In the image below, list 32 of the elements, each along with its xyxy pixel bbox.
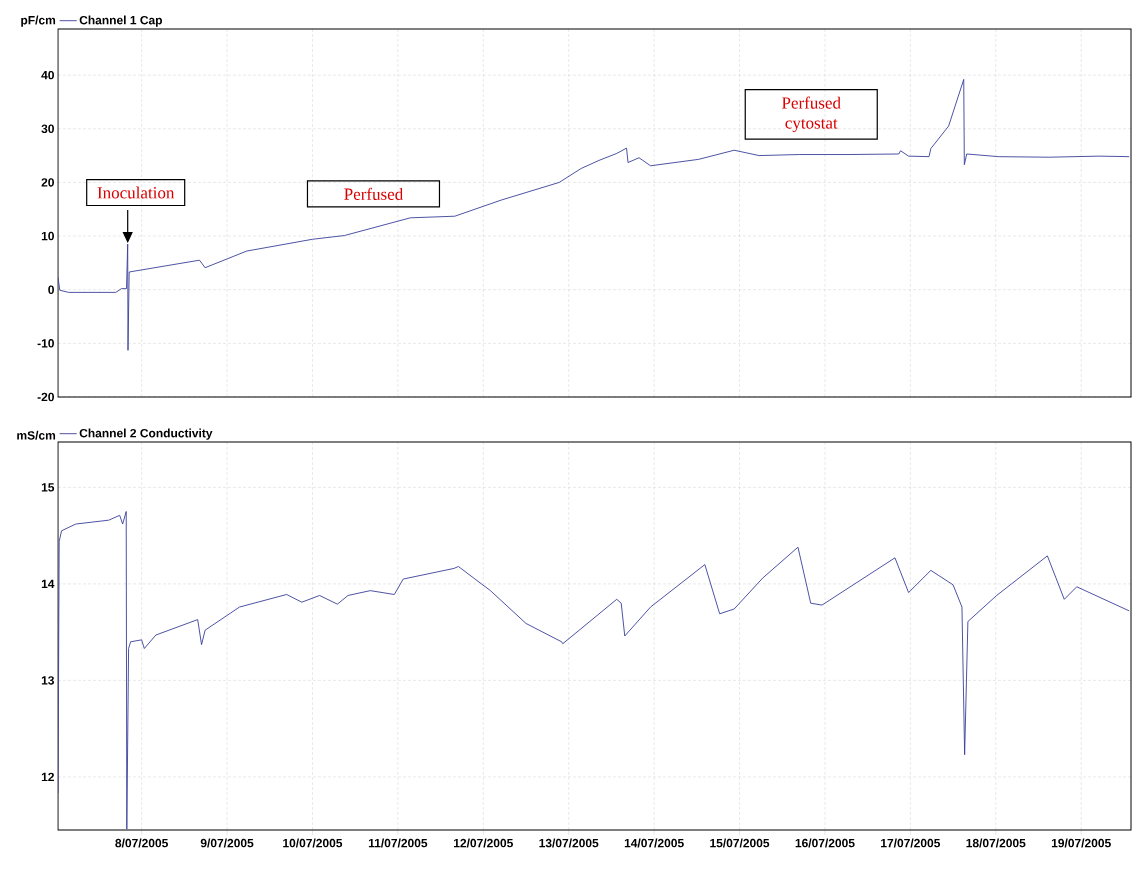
y-tick-label: 14 [41,579,55,588]
y-tick-label: 12 [41,772,54,782]
x-tick-label: 10/07/2005 [283,838,343,848]
y-tick-label: 13 [41,676,55,685]
x-tick-label: 9/07/2005 [200,838,254,848]
legend-label: Channel 1 Cap [79,15,163,27]
y-tick-label: 15 [41,483,55,492]
x-tick-label: 17/07/2005 [881,838,941,848]
y-tick-label: 0 [48,285,54,294]
y-tick-label: -10 [37,339,54,348]
x-tick-label: 13/07/2005 [539,838,599,848]
x-tick-label: 11/07/2005 [368,838,428,848]
x-tick-label: 8/07/2005 [115,838,168,848]
x-tick-label: 12/07/2005 [454,838,513,848]
annotation: Perfused [344,187,404,200]
x-tick-label: 16/07/2005 [795,838,855,848]
y-tick-label: 10 [41,231,54,241]
legend-label: Channel 2 Conductivity [79,428,213,440]
x-tick-label: 14/07/2005 [624,838,684,848]
y-tick-label: 30 [41,124,54,134]
x-tick-label: 15/07/2005 [710,838,770,848]
y-axis-title: pF/cm [21,15,56,27]
line-series [58,78,1130,351]
annotation: Inoculation [97,186,175,199]
y-tick-label: 40 [41,70,54,80]
y-tick-label: -20 [37,392,54,402]
line-series [58,511,1130,830]
y-tick-label: 20 [41,178,54,187]
x-tick-label: 18/07/2005 [966,838,1026,848]
y-axis-title: mS/cm [17,430,56,440]
x-tick-label: 19/07/2005 [1051,838,1111,848]
annotation: Perfused cytostat [781,96,841,133]
